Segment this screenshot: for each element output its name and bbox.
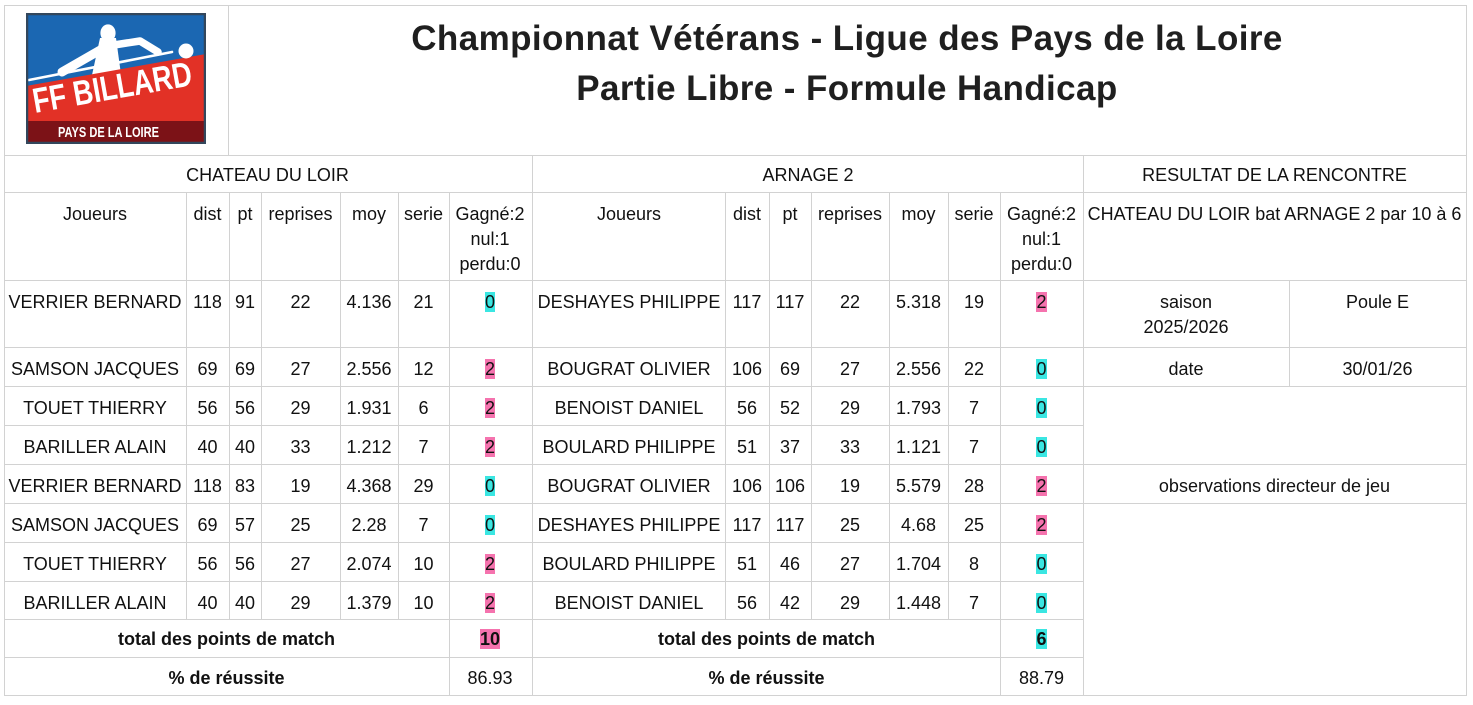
svg-text:PAYS DE LA LOIRE: PAYS DE LA LOIRE — [58, 124, 159, 141]
